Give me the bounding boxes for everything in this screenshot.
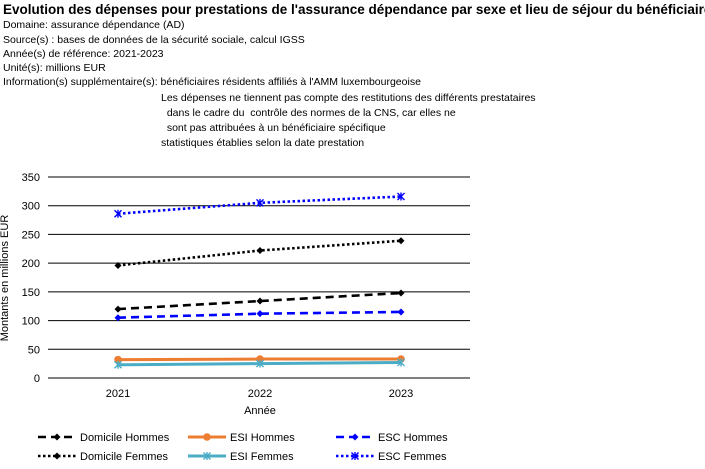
y-tick-label: 150 xyxy=(22,287,40,299)
x-tick-label: 2021 xyxy=(106,388,130,400)
data-point-domicile-hommes xyxy=(114,305,122,313)
note-line: sont pas attribuées à un bénéficiaire sp… xyxy=(161,122,386,134)
legend-label: ESC Hommes xyxy=(378,432,448,444)
legend-label: ESI Hommes xyxy=(230,432,295,444)
x-axis-title: Année xyxy=(244,405,276,417)
meta-additional-info: Information(s) supplémentaire(s): bénéfi… xyxy=(3,76,421,88)
meta-domain: Domaine: assurance dépendance (AD) xyxy=(3,19,185,31)
data-point-esi-femmes xyxy=(203,452,211,460)
data-point-esc-femmes xyxy=(397,192,405,201)
meta-unit: Unité(s): millions EUR xyxy=(3,62,106,74)
series-line-domicile-hommes xyxy=(117,291,402,311)
y-tick-label: 300 xyxy=(22,201,40,213)
note-line: Les dépenses ne tiennent pas compte des … xyxy=(161,92,536,104)
y-tick-label: 0 xyxy=(34,373,40,385)
series-line-esc-hommes xyxy=(117,310,402,319)
data-point-esc-hommes xyxy=(256,310,264,318)
legend-label: Domicile Hommes xyxy=(80,432,170,444)
x-tick-label: 2023 xyxy=(389,388,413,400)
note-line: dans le cadre du contrôle des normes de … xyxy=(161,107,456,119)
y-tick-label: 200 xyxy=(22,258,40,270)
data-point-esc-femmes xyxy=(351,452,359,460)
series-line-domicile-femmes xyxy=(117,239,402,267)
x-tick-label: 2022 xyxy=(248,388,272,400)
data-point-esi-hommes xyxy=(203,433,211,441)
data-point-esi-femmes xyxy=(114,360,122,369)
y-tick-label: 250 xyxy=(22,229,40,241)
data-point-esi-hommes xyxy=(114,355,122,364)
legend-label: ESI Femmes xyxy=(230,451,294,463)
note-line: statistiques établies selon la date pres… xyxy=(161,137,365,149)
data-point-esc-hommes xyxy=(397,308,405,316)
data-point-domicile-femmes xyxy=(114,261,122,269)
data-point-domicile-hommes xyxy=(256,297,264,305)
meta-source: Source(s) : bases de données de la sécur… xyxy=(3,34,305,46)
y-tick-label: 100 xyxy=(22,316,40,328)
data-point-domicile-hommes xyxy=(53,433,61,441)
chart-notes: Les dépenses ne tiennent pas compte des … xyxy=(161,91,536,151)
data-point-esc-femmes xyxy=(256,198,264,207)
data-point-domicile-hommes xyxy=(397,289,405,297)
data-point-domicile-femmes xyxy=(53,452,61,460)
legend-label: Domicile Femmes xyxy=(80,451,169,463)
legend-label: ESC Femmes xyxy=(378,451,447,463)
chart-title: Evolution des dépenses pour prestations … xyxy=(3,2,705,17)
data-point-esi-femmes xyxy=(256,359,264,368)
y-axis-title: Montants en millions EUR xyxy=(0,215,11,342)
data-point-esc-hommes xyxy=(351,433,359,441)
y-tick-label: 350 xyxy=(22,172,40,184)
data-point-esc-femmes xyxy=(114,209,122,218)
data-point-esi-femmes xyxy=(397,358,405,367)
meta-reference-years: Année(s) de référence: 2021-2023 xyxy=(3,48,164,60)
data-point-esc-hommes xyxy=(114,314,122,322)
data-point-domicile-femmes xyxy=(256,247,264,255)
data-point-domicile-femmes xyxy=(397,237,405,245)
y-tick-label: 50 xyxy=(28,344,40,356)
